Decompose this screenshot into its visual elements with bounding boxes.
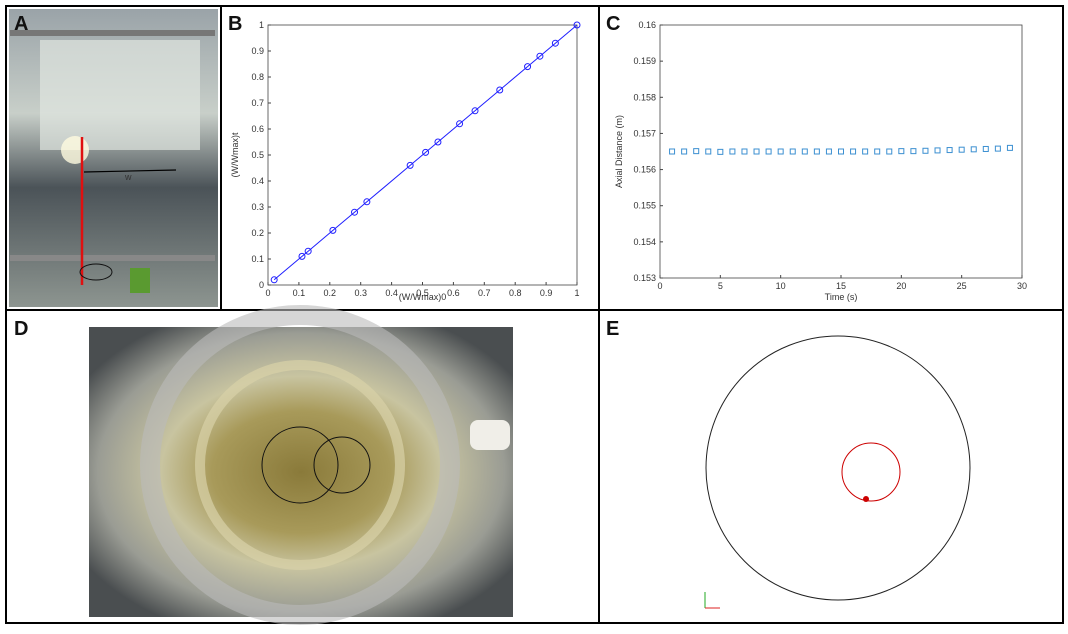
data-point — [304, 247, 312, 255]
data-point — [934, 147, 941, 154]
y-tick-label: 0.16 — [638, 20, 656, 30]
data-point — [970, 146, 977, 153]
x-tick-label: 1 — [574, 288, 579, 298]
data-point — [946, 147, 953, 154]
y-tick-label: 0.2 — [251, 228, 264, 238]
x-tick-label: 0.4 — [385, 288, 398, 298]
data-point — [524, 63, 532, 71]
data-point — [705, 148, 712, 155]
x-tick-label: 25 — [957, 281, 967, 291]
x-tick-label: 0.3 — [354, 288, 367, 298]
y-tick-label: 0.1 — [251, 254, 264, 264]
y-tick-label: 0.154 — [633, 237, 656, 247]
data-point — [753, 148, 760, 155]
y-tick-label: 0.5 — [251, 150, 264, 160]
y-axis-label: (W/Wmax)t — [230, 132, 240, 177]
data-point — [536, 52, 544, 60]
data-point — [729, 148, 736, 155]
data-point — [1006, 144, 1013, 151]
data-point — [551, 39, 559, 47]
x-tick-label: 0.2 — [324, 288, 337, 298]
data-point — [994, 145, 1001, 152]
data-point — [351, 208, 359, 216]
data-point — [898, 148, 905, 155]
data-point — [329, 226, 337, 234]
y-tick-label: 0.3 — [251, 202, 264, 212]
outer-frame — [5, 5, 1064, 624]
x-tick-label: 0.5 — [416, 288, 429, 298]
x-axis-label: Time (s) — [825, 292, 858, 302]
x-tick-label: 0.9 — [540, 288, 553, 298]
data-point — [573, 21, 581, 29]
data-point — [886, 148, 893, 155]
data-point — [363, 198, 371, 206]
panel-label: E — [606, 318, 619, 340]
y-tick-label: 0.4 — [251, 176, 264, 186]
x-tick-label: 0 — [265, 288, 270, 298]
y-tick-label: 0.157 — [633, 128, 656, 138]
y-axis-label: Axial Distance (m) — [614, 115, 624, 188]
data-point — [838, 148, 844, 155]
y-tick-label: 0.7 — [251, 98, 264, 108]
data-point — [910, 148, 917, 155]
data-point — [693, 148, 700, 155]
data-point — [813, 148, 820, 155]
x-axis-label: (W/Wmax)0 — [399, 292, 447, 302]
plot-frame — [659, 24, 1023, 279]
x-tick-label: 0.7 — [478, 288, 491, 298]
data-point — [862, 148, 869, 155]
photo-a: w — [9, 9, 218, 307]
data-point — [789, 148, 796, 155]
data-point — [669, 148, 676, 155]
y-tick-label: 0.159 — [633, 56, 656, 66]
data-point — [874, 148, 881, 155]
data-point — [850, 148, 857, 155]
x-tick-label: 30 — [1017, 281, 1027, 291]
panel-label: A — [14, 13, 28, 35]
x-tick-label: 0.8 — [509, 288, 522, 298]
x-tick-label: 0.1 — [293, 288, 306, 298]
y-tick-label: 1 — [259, 20, 264, 30]
data-point — [681, 148, 688, 155]
y-tick-label: 0.6 — [251, 124, 264, 134]
panel-label: C — [606, 13, 620, 35]
data-point — [471, 107, 479, 115]
data-point — [765, 148, 772, 155]
x-tick-label: 0.6 — [447, 288, 460, 298]
y-tick-label: 0.158 — [633, 92, 656, 102]
data-point — [922, 147, 929, 154]
data-point — [717, 148, 724, 155]
data-point — [777, 148, 784, 155]
data-point — [958, 146, 965, 153]
data-point — [825, 148, 832, 155]
data-point — [406, 161, 414, 169]
data-point — [434, 138, 442, 146]
x-tick-label: 0 — [657, 281, 662, 291]
photo-d — [89, 305, 513, 625]
data-point — [741, 148, 748, 155]
data-point — [982, 145, 989, 152]
y-tick-label: 0.153 — [633, 273, 656, 283]
diagram-e — [704, 335, 971, 609]
x-tick-label: 15 — [836, 281, 846, 291]
data-point — [422, 148, 430, 156]
x-tick-label: 10 — [776, 281, 786, 291]
x-tick-label: 5 — [718, 281, 723, 291]
data-line — [273, 24, 578, 281]
data-point — [801, 148, 808, 155]
y-tick-label: 0 — [259, 280, 264, 290]
y-tick-label: 0.8 — [251, 72, 264, 82]
panel-label: D — [14, 318, 28, 340]
y-tick-label: 0.9 — [251, 46, 264, 56]
data-point — [496, 86, 504, 94]
data-point — [456, 120, 464, 128]
x-tick-label: 20 — [896, 281, 906, 291]
data-point — [298, 252, 306, 260]
panel-label: B — [228, 13, 242, 35]
width-label: w — [124, 172, 132, 182]
data-point — [270, 276, 278, 284]
y-tick-label: 0.156 — [633, 165, 656, 175]
y-tick-label: 0.155 — [633, 201, 656, 211]
